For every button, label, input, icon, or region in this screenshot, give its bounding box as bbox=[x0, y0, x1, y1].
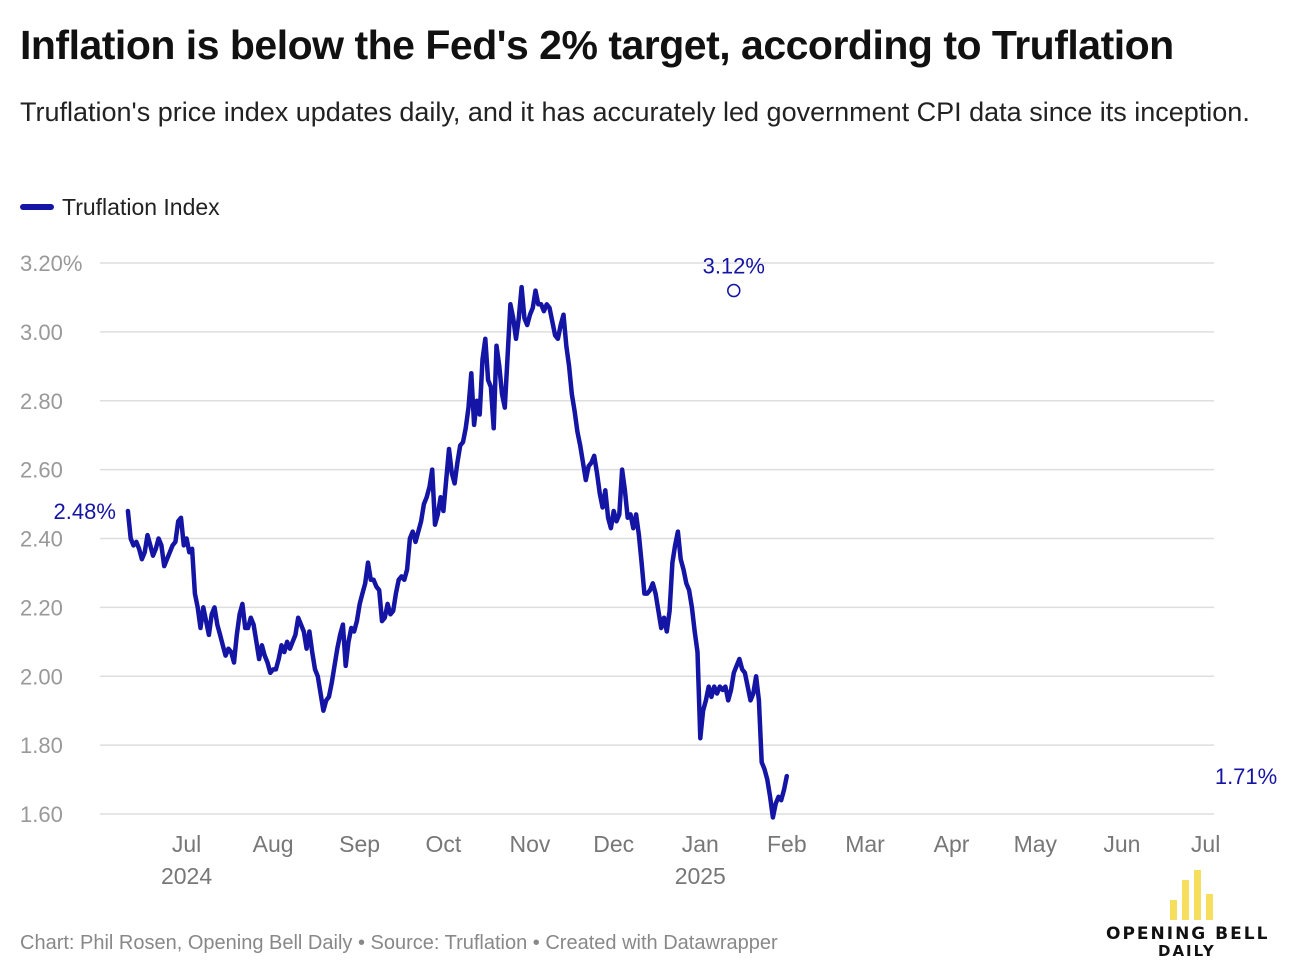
peak-marker bbox=[727, 283, 741, 298]
x-tick-label: Mar bbox=[845, 831, 885, 857]
grid-lines bbox=[100, 262, 1214, 815]
y-tick-label: 3.20% bbox=[20, 251, 82, 276]
x-tick-label: May bbox=[1014, 831, 1058, 857]
x-tick-label: Apr bbox=[934, 831, 970, 857]
x-tick-label: Aug bbox=[253, 831, 294, 857]
x-tick-label: Feb bbox=[767, 831, 807, 857]
x-tick-label: Oct bbox=[426, 831, 462, 857]
y-tick-label: 2.80 bbox=[20, 389, 63, 414]
x-tick-year-label: 2025 bbox=[675, 863, 726, 889]
data-label: 2.48% bbox=[54, 499, 116, 524]
legend: Truflation Index bbox=[20, 192, 220, 222]
data-label: 3.12% bbox=[703, 254, 765, 279]
x-axis-ticks: Jul 2024 Aug Sep Oct Nov Dec Jan 2025 Feb Mar Apr Ma… bbox=[161, 831, 1220, 889]
x-tick-label: Sep bbox=[339, 831, 380, 857]
y-tick-label: 3.00 bbox=[20, 320, 63, 345]
opening-bell-logo: OPENING BELL DAILY bbox=[1100, 868, 1280, 968]
y-axis-ticks: 1.60 1.80 2.00 2.20 2.40 2.60 2.80 3.00 3.20% bbox=[20, 251, 82, 827]
series-line-truflation-index bbox=[125, 284, 790, 820]
legend-swatch bbox=[20, 204, 54, 210]
x-tick-label: Jul bbox=[1191, 831, 1220, 857]
legend-label: Truflation Index bbox=[62, 193, 220, 220]
chart-footer: Chart: Phil Rosen, Opening Bell Daily • … bbox=[20, 932, 778, 954]
x-tick-label: Jul bbox=[172, 831, 201, 857]
series-layer bbox=[125, 284, 790, 820]
chart-title: Inflation is below the Fed's 2% target, … bbox=[20, 22, 1174, 68]
y-tick-label: 1.60 bbox=[20, 802, 63, 827]
y-tick-label: 2.60 bbox=[20, 458, 63, 483]
x-tick-label: Dec bbox=[593, 831, 634, 857]
x-tick-label: Jun bbox=[1103, 831, 1140, 857]
annotations: 2.48% 3.12% 1.71% bbox=[54, 254, 1278, 790]
y-tick-label: 2.00 bbox=[20, 664, 63, 689]
y-tick-label: 2.40 bbox=[20, 527, 63, 552]
chart-subtitle: Truflation's price index updates daily, … bbox=[20, 97, 1250, 127]
y-tick-label: 2.20 bbox=[20, 595, 63, 620]
y-tick-label: 1.80 bbox=[20, 733, 63, 758]
logo-bars-icon bbox=[1170, 870, 1213, 920]
x-tick-label: Nov bbox=[510, 831, 551, 857]
logo-text-line2: DAILY bbox=[1158, 942, 1216, 960]
data-label: 1.71% bbox=[1215, 764, 1277, 789]
x-tick-year-label: 2024 bbox=[161, 863, 212, 889]
logo-text-line1: OPENING BELL bbox=[1106, 924, 1270, 944]
x-tick-label: Jan bbox=[682, 831, 719, 857]
